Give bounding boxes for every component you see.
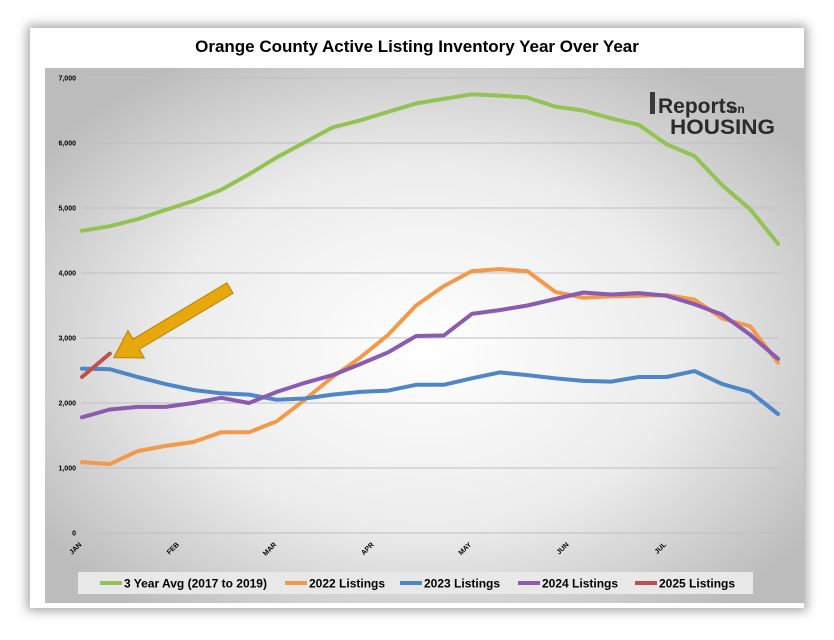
series-line-0 <box>80 92 780 246</box>
y-tick-label: 7,000 <box>58 76 76 83</box>
legend: 3 Year Avg (2017 to 2019) 2022 Listings 20… <box>78 572 753 594</box>
legend-label-2: 2023 Listings <box>424 577 500 591</box>
y-tick-label: 3,000 <box>58 336 76 343</box>
legend-label-0: 3 Year Avg (2017 to 2019) <box>124 577 267 591</box>
y-tick-label: 1,000 <box>58 466 76 473</box>
logo-line2: HOUSING <box>670 116 775 139</box>
y-tick-label: 5,000 <box>58 206 76 213</box>
logo-mark <box>650 92 655 114</box>
y-tick-label: 2,000 <box>58 401 76 408</box>
legend-label-1: 2022 Listings <box>309 577 385 591</box>
annotation-arrow <box>113 282 234 359</box>
chart-title: Orange County Active Listing Inventory Y… <box>195 37 639 56</box>
reports-on-housing-logo: Reports on HOUSING <box>650 92 775 139</box>
legend-label-3: 2024 Listings <box>542 577 618 591</box>
arrow-shape <box>113 282 234 359</box>
chart-frame: Orange County Active Listing Inventory Y… <box>30 28 804 608</box>
y-tick-label: 6,000 <box>58 141 76 148</box>
series-line-3 <box>80 290 780 420</box>
series-line-4 <box>80 351 112 379</box>
legend-label-4: 2025 Listings <box>659 577 735 591</box>
logo-line1-suffix: on <box>730 102 745 116</box>
logo-line1: Reports <box>658 95 737 118</box>
series-line-2 <box>80 366 780 416</box>
y-tick-label: 0 <box>72 531 76 538</box>
y-tick-label: 4,000 <box>58 271 76 278</box>
